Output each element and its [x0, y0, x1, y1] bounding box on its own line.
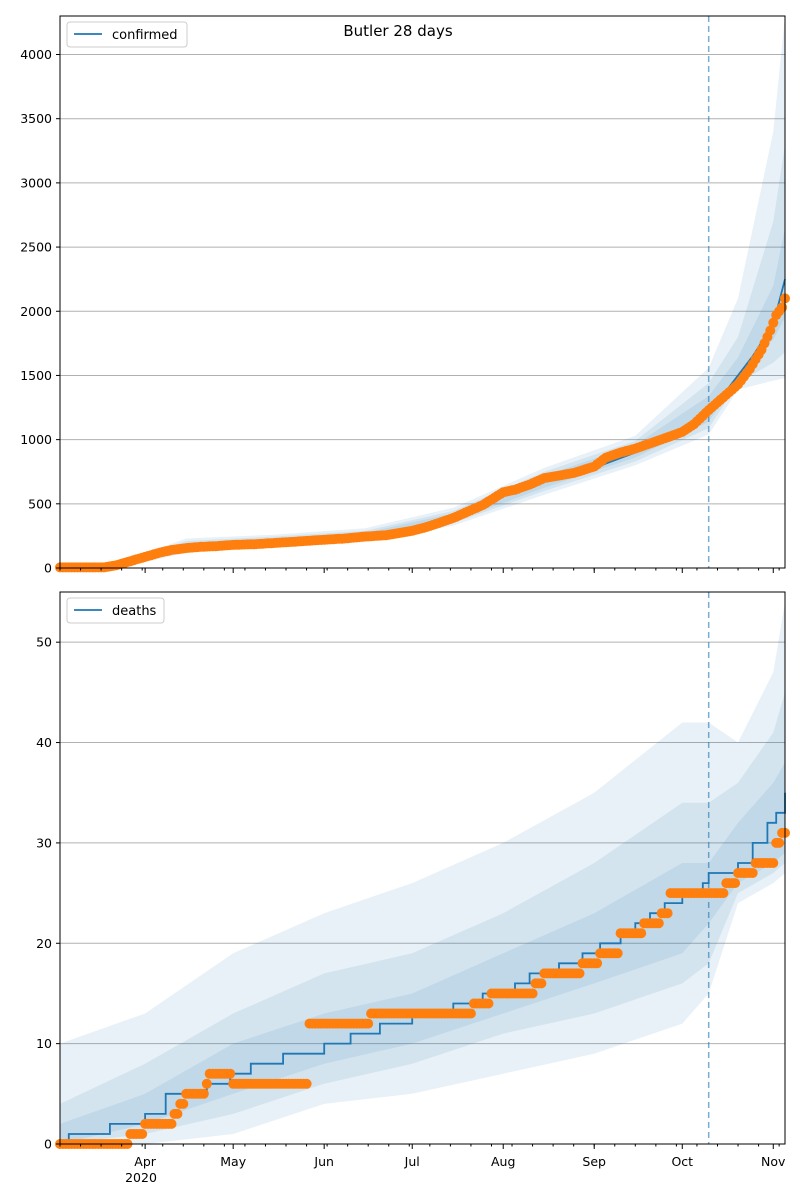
y-tick-label: 4000 [20, 47, 52, 62]
y-tick-label: 500 [28, 496, 52, 511]
data-point [653, 918, 664, 929]
data-point [768, 858, 779, 868]
data-point [178, 1098, 189, 1109]
x-tick-label: Sep [582, 1154, 606, 1169]
uncertainty-band-inner [60, 762, 785, 1144]
data-point [301, 1078, 312, 1089]
data-point [636, 928, 647, 939]
y-tick-label: 10 [36, 1036, 52, 1051]
data-point [198, 1088, 209, 1099]
data-point [465, 1008, 476, 1019]
x-tick-label: Aug [491, 1154, 515, 1169]
plot-frame [59, 15, 786, 569]
y-tick-label: 3000 [20, 175, 52, 190]
data-point [527, 988, 538, 999]
data-point [172, 1108, 183, 1119]
series-line-deaths [60, 792, 786, 1145]
x-tick-label: Jul [404, 1154, 420, 1169]
data-point [730, 878, 741, 889]
y-tick-label: 30 [36, 835, 52, 850]
data-point [137, 1129, 148, 1139]
uncertainty-band-middle [60, 144, 785, 568]
y-tick-label: 2000 [20, 304, 52, 319]
legend-box [66, 597, 165, 624]
y-tick-label: 20 [36, 936, 52, 951]
y-tick-label: 1500 [20, 368, 52, 383]
data-point [612, 948, 623, 959]
data-point [166, 1118, 177, 1129]
y-tick-label: 40 [36, 735, 52, 750]
deaths-panel: 0 10 20 30 40 50 Apr May Jun Jul Aug Sep Oct Nov death… [36, 591, 790, 1169]
data-point [536, 978, 547, 989]
uncertainty-band-middle [60, 692, 785, 1144]
confirmed-panel: 0 500 1000 1500 2000 2500 3000 3500 4000 confirme… [20, 15, 790, 576]
data-point [225, 1068, 236, 1079]
y-tick-label: 0 [44, 1137, 52, 1152]
data-point [574, 968, 585, 979]
y-tick-label: 3500 [20, 111, 52, 126]
legend-label: deaths [112, 604, 157, 619]
x-tick-label: May [220, 1154, 246, 1169]
data-point [718, 888, 729, 899]
data-point [774, 837, 785, 848]
plot-frame [59, 591, 786, 1145]
x-tick-label: Nov [761, 1154, 786, 1169]
x-tick-label: Jun [313, 1154, 334, 1169]
y-tick-label: 2500 [20, 240, 52, 255]
legend-box [66, 21, 188, 48]
data-point [765, 325, 776, 336]
year-label: 2020 [125, 1170, 157, 1185]
data-point [592, 958, 603, 969]
data-point [662, 908, 673, 919]
data-point [483, 998, 494, 1009]
data-point [201, 1078, 212, 1089]
chart-title: Butler 28 days [343, 22, 452, 40]
data-point [747, 868, 758, 878]
uncertainty-band-outer [60, 602, 785, 1144]
x-tick-label: Apr [134, 1154, 156, 1169]
data-point [768, 317, 779, 328]
x-tick-label: Oct [671, 1154, 693, 1169]
data-point [777, 302, 788, 313]
y-tick-label: 0 [44, 561, 52, 576]
y-tick-label: 1000 [20, 432, 52, 447]
data-point [363, 1018, 374, 1029]
uncertainty-band-outer [60, 16, 785, 568]
legend-label: confirmed [112, 28, 178, 43]
y-tick-label: 50 [36, 635, 52, 650]
